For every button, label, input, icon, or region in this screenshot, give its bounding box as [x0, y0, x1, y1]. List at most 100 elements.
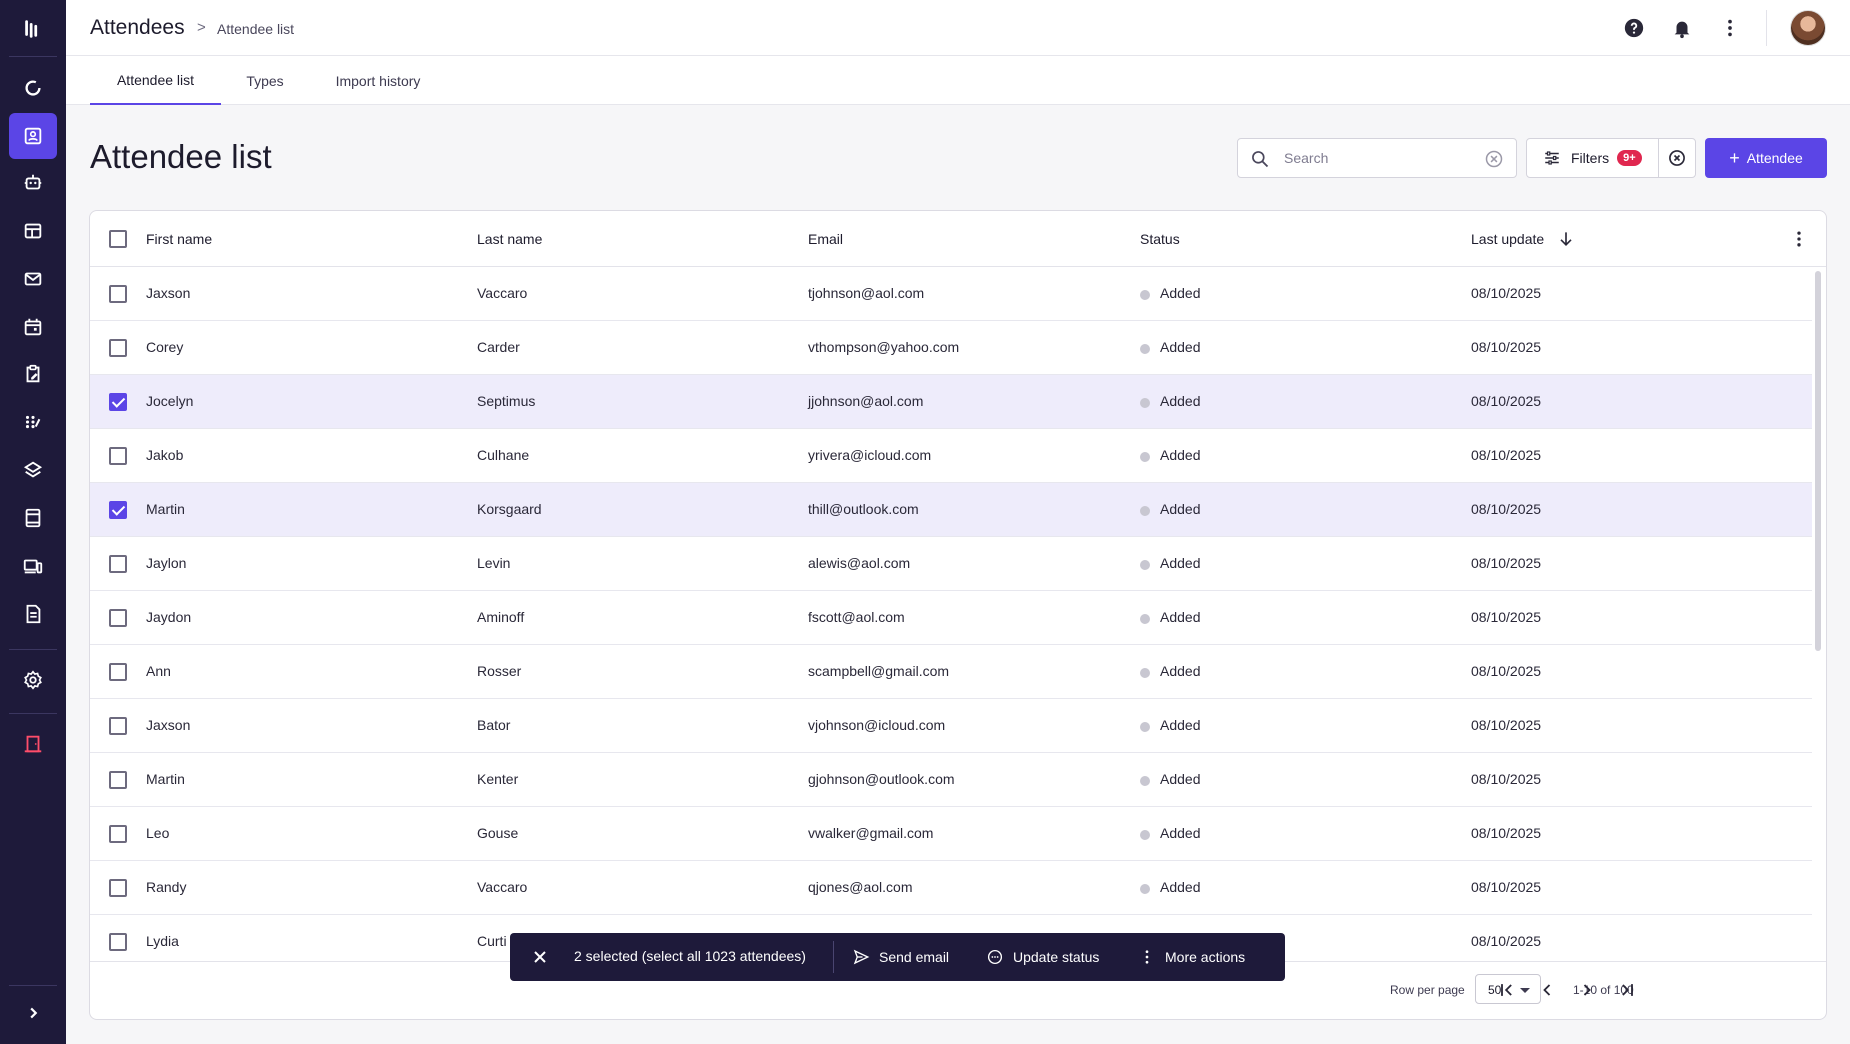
table-row[interactable]: Jaydon Aminoff fscott@aol.com Added 08/10/20…: [90, 591, 1812, 645]
robot-icon[interactable]: [9, 160, 57, 206]
row-checkbox[interactable]: [109, 447, 127, 465]
last-page-icon[interactable]: [1613, 976, 1641, 1004]
table-scrollbar[interactable]: [1815, 271, 1821, 651]
calendar-icon[interactable]: [9, 304, 57, 350]
cell-first-name: Jaylon: [146, 555, 187, 571]
devices-icon[interactable]: [9, 543, 57, 589]
mail-icon[interactable]: [9, 256, 57, 302]
column-header-last-name[interactable]: Last name: [477, 231, 543, 247]
tab-import-history[interactable]: Import history: [335, 72, 421, 89]
table-row[interactable]: Jaxson Bator vjohnson@icloud.com Added 08/10…: [90, 699, 1812, 753]
table-row[interactable]: Ann Rosser scampbell@gmail.com Added 08/10/2…: [90, 645, 1812, 699]
table-row[interactable]: Jocelyn Septimus jjohnson@aol.com Added 08/1…: [90, 375, 1812, 429]
tab-types[interactable]: Types: [246, 72, 284, 89]
table-row[interactable]: Jakob Culhane yrivera@icloud.com Added 08/10…: [90, 429, 1812, 483]
status-dot-icon: [1140, 776, 1150, 786]
breadcrumb[interactable]: Attendee list: [217, 21, 295, 37]
update-status-button[interactable]: Update status: [986, 933, 1099, 981]
add-attendee-button[interactable]: + Attendee: [1705, 138, 1827, 178]
row-checkbox[interactable]: [109, 501, 127, 519]
layout-icon[interactable]: [9, 208, 57, 254]
cell-first-name: Martin: [146, 501, 185, 517]
previous-page-icon[interactable]: [1533, 976, 1561, 1004]
app-logo-icon[interactable]: [9, 6, 57, 52]
cell-last-name: Kenter: [477, 771, 519, 787]
avatar[interactable]: [1790, 10, 1826, 46]
exit-door-icon[interactable]: [9, 721, 57, 767]
row-checkbox[interactable]: [109, 285, 127, 303]
status-dot-icon: [1140, 830, 1150, 840]
cell-status: Added: [1160, 825, 1201, 841]
search-input[interactable]: [1284, 148, 1464, 168]
send-icon: [853, 949, 870, 965]
table-row[interactable]: Randy Vaccaro qjones@aol.com Added 08/10/202…: [90, 861, 1812, 915]
row-checkbox[interactable]: [109, 339, 127, 357]
selection-count[interactable]: 2 selected (select all 1023 attendees): [574, 948, 806, 964]
column-header-status[interactable]: Status: [1140, 231, 1180, 247]
cell-last-update: 08/10/2025: [1471, 717, 1542, 733]
next-page-icon[interactable]: [1573, 976, 1601, 1004]
sidebar-divider: [9, 56, 57, 57]
row-checkbox[interactable]: [109, 717, 127, 735]
row-checkbox[interactable]: [109, 771, 127, 789]
status-dot-icon: [1140, 344, 1150, 354]
cell-email: gjohnson@outlook.com: [808, 771, 955, 787]
cell-email: scampbell@gmail.com: [808, 663, 950, 679]
table-row[interactable]: Martin Kenter gjohnson@outlook.com Added 08/…: [90, 753, 1812, 807]
cell-last-update: 08/10/2025: [1471, 285, 1542, 301]
clipboard-edit-icon[interactable]: [9, 351, 57, 397]
table-row[interactable]: Leo Gouse vwalker@gmail.com Added 08/10/2025: [90, 807, 1812, 861]
clear-search-icon[interactable]: [1484, 149, 1504, 169]
row-checkbox[interactable]: [109, 663, 127, 681]
apps-icon[interactable]: [9, 399, 57, 445]
tab-attendee-list[interactable]: Attendee list: [90, 56, 221, 105]
row-checkbox[interactable]: [109, 393, 127, 411]
column-header-last-update[interactable]: Last update: [1471, 231, 1545, 247]
close-selection-icon[interactable]: [530, 947, 550, 967]
dashboard-icon[interactable]: [9, 65, 57, 111]
attendee-table: First name Last name Email Status Last u…: [89, 210, 1827, 1020]
sidebar-item-attendees[interactable]: [9, 113, 57, 159]
table-row[interactable]: Jaxson Vaccaro tjohnson@aol.com Added 08/10/…: [90, 267, 1812, 321]
cell-first-name: Martin: [146, 771, 185, 787]
row-checkbox[interactable]: [109, 933, 127, 951]
rows-per-page-select[interactable]: 50: [1475, 974, 1541, 1004]
cell-first-name: Lydia: [146, 933, 179, 949]
expand-chevron-icon[interactable]: [9, 990, 57, 1036]
column-header-first-name[interactable]: First name: [146, 231, 213, 247]
status-dot-icon: [1140, 614, 1150, 624]
clear-filters-button[interactable]: [1658, 138, 1696, 178]
cell-last-name: Vaccaro: [477, 879, 528, 895]
notifications-bell-icon[interactable]: [1668, 14, 1696, 42]
sort-descending-arrow-icon[interactable]: [1556, 229, 1576, 249]
row-checkbox[interactable]: [109, 879, 127, 897]
row-checkbox[interactable]: [109, 555, 127, 573]
status-dot-icon: [1140, 722, 1150, 732]
cell-first-name: Leo: [146, 825, 170, 841]
more-actions-button[interactable]: More actions: [1138, 933, 1245, 981]
filters-button[interactable]: Filters 9+: [1526, 138, 1659, 178]
table-row[interactable]: Corey Carder vthompson@yahoo.com Added 08/10…: [90, 321, 1812, 375]
tablet-icon[interactable]: [9, 495, 57, 541]
first-page-icon[interactable]: [1493, 976, 1521, 1004]
cell-email: qjones@aol.com: [808, 879, 913, 895]
column-options-icon[interactable]: [1789, 229, 1809, 249]
cell-last-name: Culhane: [477, 447, 530, 463]
cell-last-update: 08/10/2025: [1471, 771, 1542, 787]
send-email-button[interactable]: Send email: [852, 933, 949, 981]
table-row[interactable]: Martin Korsgaard thill@outlook.com Added 08/…: [90, 483, 1812, 537]
status-dot-icon: [1140, 506, 1150, 516]
column-header-email[interactable]: Email: [808, 231, 844, 247]
select-all-checkbox[interactable]: [109, 230, 127, 248]
cell-status: Added: [1160, 285, 1201, 301]
table-row[interactable]: Jaylon Levin alewis@aol.com Added 08/10/2025: [90, 537, 1812, 591]
help-icon[interactable]: [1620, 14, 1648, 42]
report-icon[interactable]: [9, 591, 57, 637]
filters-count-badge: 9+: [1617, 150, 1642, 166]
cell-last-update: 08/10/2025: [1471, 339, 1542, 355]
row-checkbox[interactable]: [109, 825, 127, 843]
row-checkbox[interactable]: [109, 609, 127, 627]
layers-icon[interactable]: [9, 447, 57, 493]
settings-icon[interactable]: [9, 657, 57, 703]
more-vertical-icon[interactable]: [1716, 14, 1744, 42]
